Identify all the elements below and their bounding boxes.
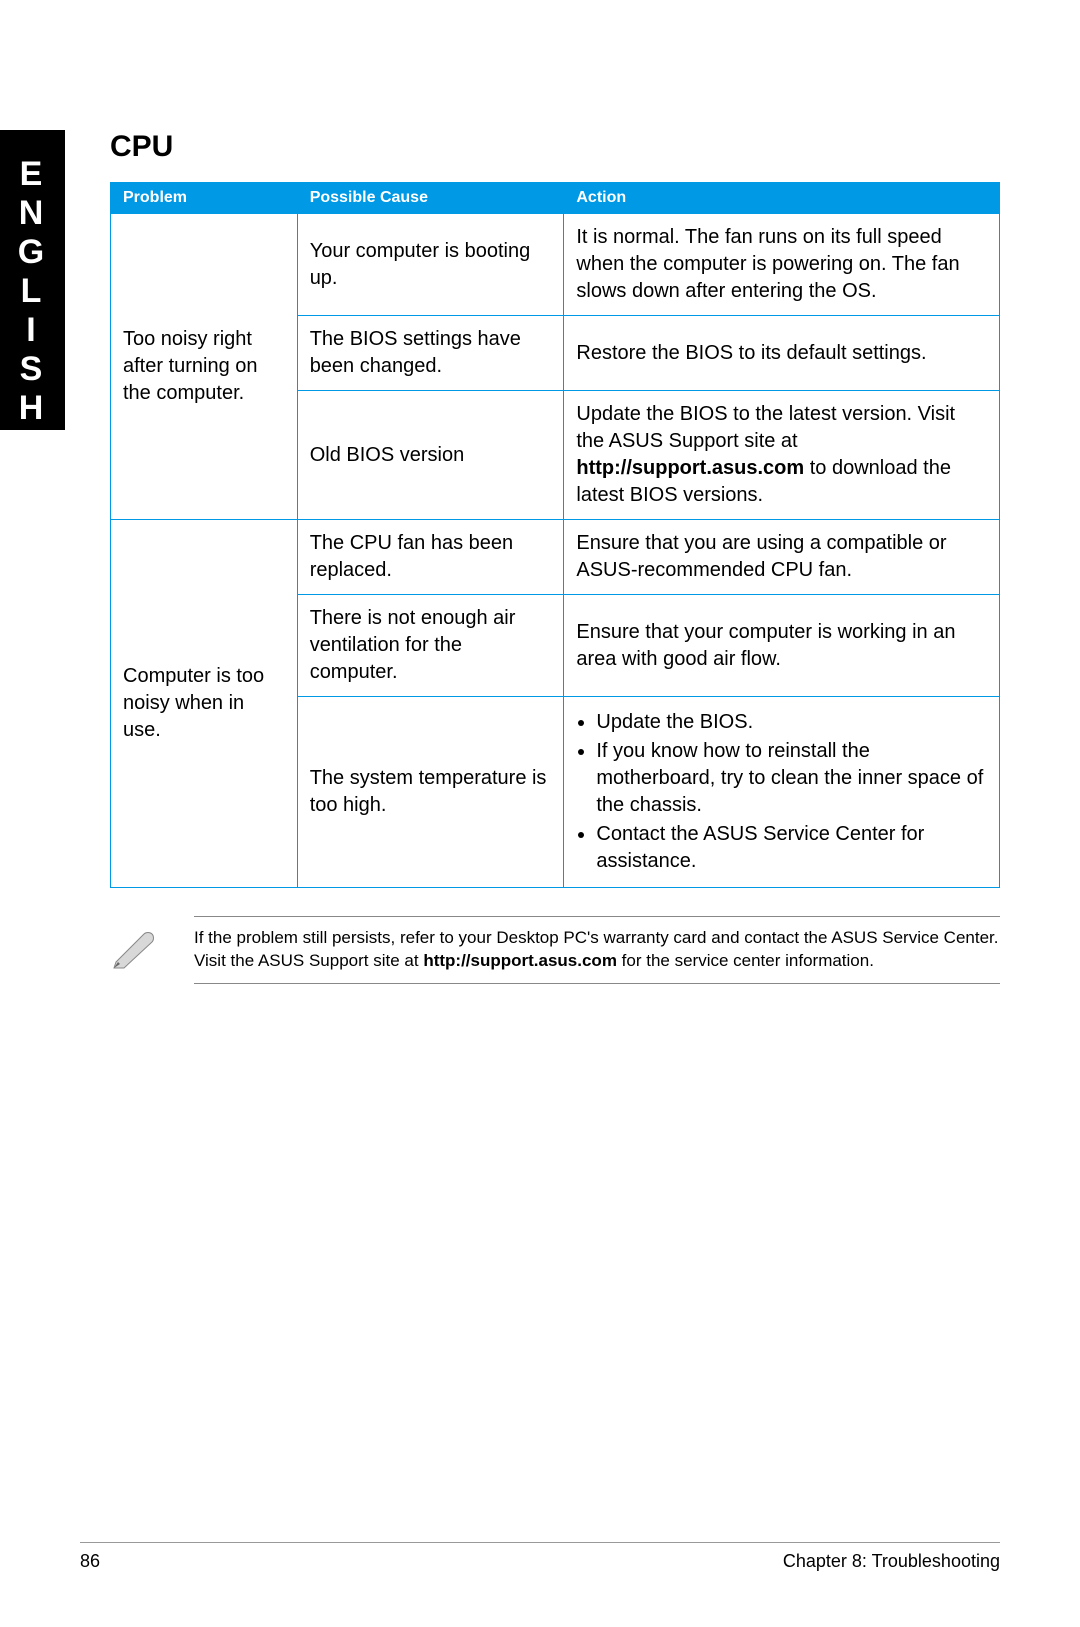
action-list-item: If you know how to reinstall the motherb… xyxy=(596,738,987,819)
action-list-item: Contact the ASUS Service Center for assi… xyxy=(596,821,987,875)
cell-action: Update the BIOS. If you know how to rein… xyxy=(564,697,1000,888)
note-block: If the problem still persists, refer to … xyxy=(110,916,1000,984)
page-footer: 86 Chapter 8: Troubleshooting xyxy=(80,1542,1000,1572)
action-url: http://support.asus.com xyxy=(576,457,804,479)
cell-cause: Your computer is booting up. xyxy=(297,214,564,316)
cell-cause: The system temperature is too high. xyxy=(297,697,564,888)
cell-problem: Too noisy right after turning on the com… xyxy=(111,214,298,520)
note-suffix: for the service center information. xyxy=(617,951,874,970)
col-header-cause: Possible Cause xyxy=(297,183,564,214)
section-title: CPU xyxy=(110,130,1000,164)
chapter-label: Chapter 8: Troubleshooting xyxy=(783,1551,1000,1572)
document-page: ENGLISH CPU Problem Possible Cause Actio… xyxy=(0,0,1080,1627)
troubleshooting-table: Problem Possible Cause Action Too noisy … xyxy=(110,182,1000,888)
cell-problem: Computer is too noisy when in use. xyxy=(111,520,298,888)
table-header-row: Problem Possible Cause Action xyxy=(111,183,1000,214)
pen-icon xyxy=(110,922,158,970)
cell-action: Restore the BIOS to its default settings… xyxy=(564,316,1000,391)
cell-action: Ensure that your computer is working in … xyxy=(564,595,1000,697)
col-header-problem: Problem xyxy=(111,183,298,214)
action-list: Update the BIOS. If you know how to rein… xyxy=(576,709,987,875)
action-list-item: Update the BIOS. xyxy=(596,709,987,736)
cell-cause: Old BIOS version xyxy=(297,391,564,520)
language-vertical-label: ENGLISH xyxy=(14,155,48,428)
table-row: Too noisy right after turning on the com… xyxy=(111,214,1000,316)
table-row: Computer is too noisy when in use. The C… xyxy=(111,520,1000,595)
note-url: http://support.asus.com xyxy=(423,951,617,970)
cell-action: It is normal. The fan runs on its full s… xyxy=(564,214,1000,316)
cell-cause: The BIOS settings have been changed. xyxy=(297,316,564,391)
note-text: If the problem still persists, refer to … xyxy=(194,916,1000,984)
cell-cause: There is not enough air ventilation for … xyxy=(297,595,564,697)
cell-action: Update the BIOS to the latest version. V… xyxy=(564,391,1000,520)
cell-cause: The CPU fan has been replaced. xyxy=(297,520,564,595)
col-header-action: Action xyxy=(564,183,1000,214)
cell-action: Ensure that you are using a compatible o… xyxy=(564,520,1000,595)
action-text: Update the BIOS to the latest version. V… xyxy=(576,403,955,452)
page-number: 86 xyxy=(80,1551,100,1572)
